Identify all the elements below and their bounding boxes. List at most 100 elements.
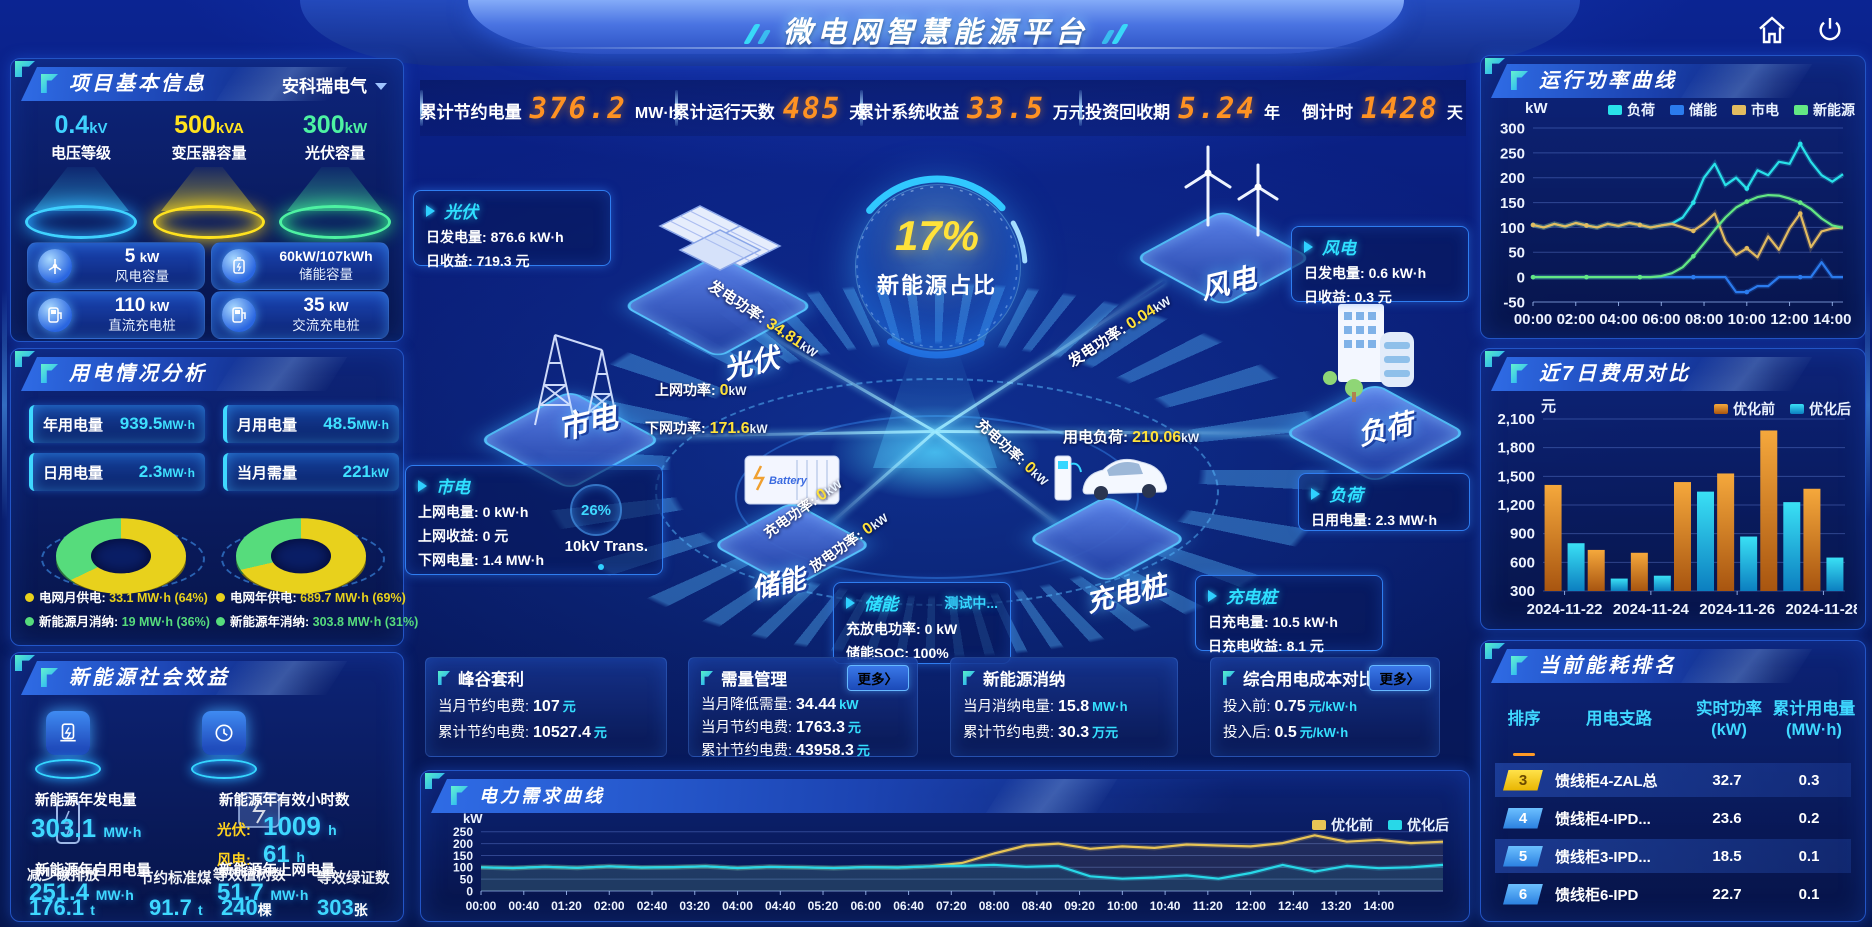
demand-more-button[interactable]: 更多〉 <box>846 665 909 691</box>
rank-row-2[interactable]: 4 馈线柜4-IPD... 23.6 0.2 <box>1495 801 1851 835</box>
panel-corner-icon <box>1485 643 1505 659</box>
panel-project-info: 项目基本信息 安科瑞电气 0.4kV 电压等级 500kVA 变压器容量 300… <box>10 58 404 342</box>
panel-demand-curve: 电力需求曲线 kW 优化前 优化后 0 50 100 150 200 250 00:00 00:… <box>420 770 1470 922</box>
wind-info-box: 风电 日发电量: 0.6 kW·h 日收益: 0.3 元 <box>1291 226 1469 305</box>
panel-corner-icon <box>15 61 35 77</box>
trees-label: 等效植树数 <box>213 868 286 884</box>
svg-text:01:20: 01:20 <box>551 899 582 913</box>
legend-renew-year: 新能源年消纳: 303.8 MW·h (31%) <box>216 611 418 630</box>
charger-info-box: 充电桩 日充电量: 10.5 kW·h 日充电收益: 8.1 元 <box>1195 575 1383 654</box>
legend-item[interactable]: 优化前 <box>1714 399 1775 419</box>
legend-item[interactable]: 优化后 <box>1790 399 1851 419</box>
cost-y-unit: 元 <box>1541 398 1557 415</box>
panel-usage-title: 用电情况分析 <box>21 357 393 391</box>
svg-text:08:40: 08:40 <box>1021 899 1052 913</box>
svg-text:50: 50 <box>1508 245 1525 262</box>
svg-text:100: 100 <box>1500 220 1525 237</box>
storage-capacity-box: 60kW/107kWh 储能容量 <box>211 242 389 290</box>
svg-text:0: 0 <box>466 884 473 898</box>
svg-text:12:00: 12:00 <box>1235 899 1266 913</box>
home-icon[interactable] <box>1756 14 1788 46</box>
rank-badge: 3 <box>1503 769 1543 791</box>
wind-capacity-box: 5 kW 风电容量 <box>27 242 205 290</box>
year-energy-donut <box>236 518 366 594</box>
panel-cost-compare: 近7日费用对比 元 优化前 优化后 300 600 900 1,200 1,500 1,80… <box>1480 348 1866 630</box>
power-chart: -50 0 50 100 150 200 250 300 00:00 02:00 04:00 06:0… <box>1500 120 1852 328</box>
legend-item[interactable]: 储能 <box>1670 100 1717 120</box>
legend-grid-year: 电网年供电: 689.7 MW·h (69%) <box>216 587 406 606</box>
panel-demand-title: 电力需求曲线 <box>431 779 1459 813</box>
dc-charger-icon <box>38 298 72 332</box>
kpi-run-days: 累计运行天数 485 天 <box>672 91 866 125</box>
month-demand-box: 当月需量 221kW <box>223 453 399 491</box>
topbar-banner <box>468 0 1404 54</box>
demand-mgmt-box: 需量管理 更多〉 当月降低需量: 34.44 kW 当月节约电费: 1763.3 元 累… <box>688 657 918 759</box>
rank-badge: 5 <box>1503 845 1543 867</box>
power-icon[interactable] <box>1814 14 1846 46</box>
battery-ghost-icon <box>53 793 83 852</box>
svg-text:2024-11-22: 2024-11-22 <box>1527 601 1603 618</box>
legend-item[interactable]: 优化后 <box>1388 815 1449 835</box>
panel-project-title: 项目基本信息 <box>21 67 393 101</box>
legend-item[interactable]: 负荷 <box>1608 100 1655 120</box>
certs-value: 303张 <box>317 895 368 920</box>
self-use-value: 251.4 MW·h <box>29 879 134 906</box>
svg-text:00:00: 00:00 <box>1514 311 1552 328</box>
col-power: 实时功率 (kW) <box>1696 700 1762 739</box>
storage-status-badge: 测试中... <box>944 594 998 611</box>
panel-usage-analysis: 用电情况分析 年用电量 939.5MW·h 月用电量 48.5MW·h 日用电量 2.… <box>10 348 418 646</box>
power-legend: 负荷 储能 市电 新能源 <box>1593 100 1855 120</box>
svg-text:03:20: 03:20 <box>679 899 710 913</box>
svg-text:0: 0 <box>1517 270 1525 287</box>
svg-text:09:20: 09:20 <box>1064 899 1095 913</box>
to-grid-value: 51.7 MW·h <box>217 879 309 906</box>
rank-row-3[interactable]: 5 馈线柜3-IPD... 18.5 0.1 <box>1495 839 1851 873</box>
flag-icon <box>963 671 975 685</box>
company-select[interactable]: 安科瑞电气 <box>282 72 387 97</box>
to-grid-label: 新能源年上网电量 <box>219 863 335 879</box>
load-power: 用电负荷: 210.06kW <box>1063 429 1200 446</box>
dc-charger-box: 110 kW 直流充电桩 <box>27 291 205 339</box>
kpi-stats-bar: 累计节约电量 376.2 MW·h 累计运行天数 485 天 累计系统收益 33.5 万元 … <box>420 80 1466 136</box>
panel-social-benefit: 新能源社会效益 新能源年发电量 303.1 MW·h 新能源年有效小时数 光伏:… <box>10 652 404 922</box>
panel-power-title: 运行功率曲线 <box>1491 64 1855 98</box>
kpi-saved-energy: 累计节约电量 376.2 MW·h <box>419 91 679 125</box>
panel-corner-icon <box>425 773 445 789</box>
chevron-down-icon <box>375 83 387 90</box>
svg-text:10:40: 10:40 <box>1150 899 1181 913</box>
page-title: 微电网智慧能源平台 <box>468 9 1404 51</box>
transformer-cone: 500kVA 变压器容量 <box>147 111 271 239</box>
svg-text:14:00: 14:00 <box>1813 311 1851 328</box>
panel-social-title: 新能源社会效益 <box>21 661 393 695</box>
power-y-unit: kW <box>1525 100 1548 117</box>
rank-row-1[interactable]: 3 馈线柜4-ZAL总 32.7 0.3 <box>1495 763 1851 797</box>
microgrid-topology: 17% 新能源占比 光伏 风电 <box>405 120 1475 672</box>
bolt-device-icon <box>46 711 90 755</box>
svg-text:1,500: 1,500 <box>1497 468 1535 485</box>
scroll-indicator[interactable] <box>1513 753 1535 756</box>
legend-renew-month: 新能源月消纳: 19 MW·h (36%) <box>25 611 210 630</box>
cost-more-button[interactable]: 更多〉 <box>1368 665 1431 691</box>
svg-text:04:00: 04:00 <box>1599 311 1637 328</box>
panel-corner-icon <box>15 655 35 671</box>
peak-valley-box: 峰谷套利 当月节约电费: 107 元 累计节约电费: 10527.4 元 <box>425 657 667 757</box>
legend-item[interactable]: 新能源 <box>1794 100 1855 120</box>
svg-text:02:00: 02:00 <box>594 899 625 913</box>
legend-item[interactable]: 优化前 <box>1312 815 1373 835</box>
svg-text:13:20: 13:20 <box>1321 899 1352 913</box>
panel-cost-title: 近7日费用对比 <box>1491 357 1855 391</box>
legend-item[interactable]: 市电 <box>1732 100 1779 120</box>
ac-charger-box: 35 kW 交流充电桩 <box>211 291 389 339</box>
center-sphere <box>855 184 1021 350</box>
svg-text:07:20: 07:20 <box>936 899 967 913</box>
rank-row-4[interactable]: 6 馈线柜6-IPD 22.7 0.1 <box>1495 877 1851 911</box>
bolt-ghost-icon <box>233 791 285 836</box>
day-usage-box: 日用电量 2.3MW·h <box>29 453 205 491</box>
wind-hours-value: 61 h <box>263 841 305 868</box>
month-usage-box: 月用电量 48.5MW·h <box>223 405 399 443</box>
col-energy: 累计用电量 (MW·h) <box>1772 700 1856 739</box>
rank-badge: 4 <box>1503 807 1543 829</box>
demand-legend: 优化前 优化后 <box>1297 815 1449 835</box>
